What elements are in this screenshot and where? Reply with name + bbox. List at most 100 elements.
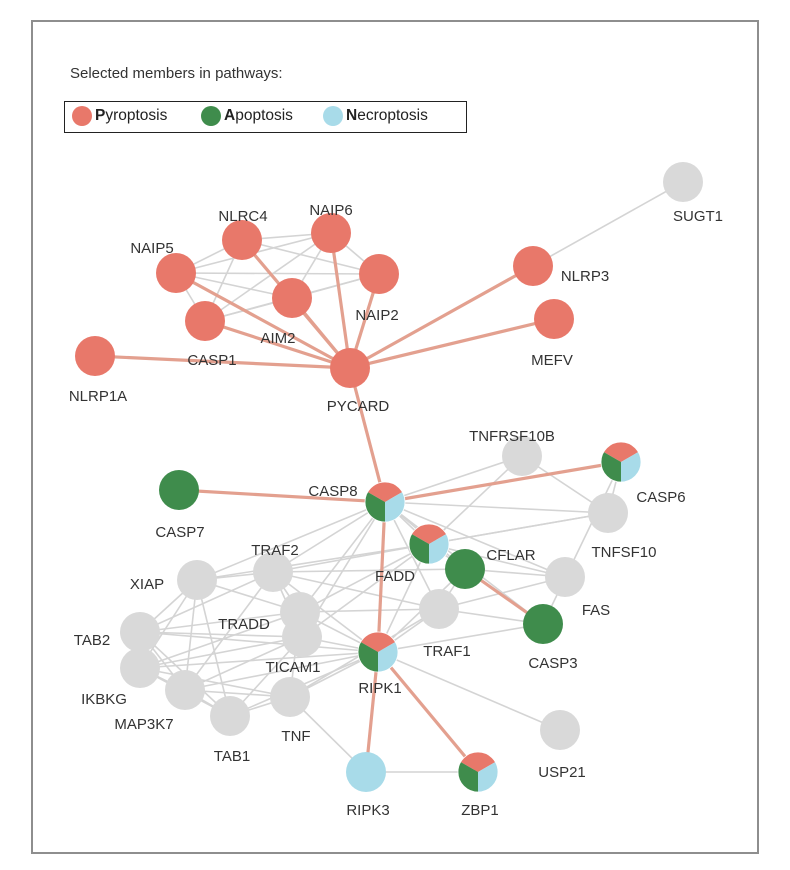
edge-casp8-tnfsf10	[384, 501, 609, 514]
label-usp21: USP21	[538, 764, 586, 781]
node-casp3[interactable]	[523, 604, 563, 644]
edge-tradd-traf1	[299, 608, 440, 613]
node-casp1[interactable]	[185, 301, 225, 341]
edge-casp8-xiap	[196, 501, 386, 581]
node-aim2[interactable]	[272, 278, 312, 318]
edge-ripk1-zbp1	[376, 650, 480, 774]
node-naip6[interactable]	[311, 213, 351, 253]
node-tab1[interactable]	[210, 696, 250, 736]
pyroptosis-swatch-icon	[72, 106, 92, 126]
legend-item-necroptosis: Necroptosis	[346, 107, 428, 124]
node-tab2[interactable]	[120, 612, 160, 652]
label-casp1: CASP1	[187, 352, 236, 369]
node-zbp1[interactable]	[457, 751, 499, 793]
edge-casp3-ripk1	[377, 623, 544, 653]
necroptosis-swatch-icon	[323, 106, 343, 126]
label-nlrc4: NLRC4	[218, 208, 267, 225]
label-sugt1: SUGT1	[673, 208, 723, 225]
node-xiap[interactable]	[177, 560, 217, 600]
node-nlrp1a[interactable]	[75, 336, 115, 376]
edge-tradd-ikbkg	[139, 611, 301, 669]
edge-ikbkg-tnf	[139, 667, 291, 698]
legend-item-apoptosis: Apoptosis	[224, 107, 293, 124]
node-ripk1[interactable]	[357, 631, 399, 673]
node-mefv[interactable]	[534, 299, 574, 339]
edge-fadd-ticam1	[301, 543, 430, 638]
node-tnfsf10[interactable]	[588, 493, 628, 533]
edge-casp8-ripk1	[376, 501, 387, 653]
node-casp8[interactable]	[364, 481, 406, 523]
edge-fadd-tnfsf10	[428, 512, 609, 545]
edge-traf2-traf1	[272, 571, 440, 610]
edge-ticam1-tab2	[139, 631, 303, 638]
label-tab1: TAB1	[214, 748, 250, 765]
node-fadd[interactable]	[408, 523, 450, 565]
label-naip6: NAIP6	[309, 202, 352, 219]
label-naip5: NAIP5	[130, 240, 173, 257]
label-nlrp3: NLRP3	[561, 268, 609, 285]
label-ripk3: RIPK3	[346, 802, 389, 819]
node-cflar[interactable]	[445, 549, 485, 589]
label-ripk1: RIPK1	[358, 680, 401, 697]
edge-fadd-xiap	[196, 543, 430, 581]
node-sugt1[interactable]	[663, 162, 703, 202]
node-usp21[interactable]	[540, 710, 580, 750]
label-casp6: CASP6	[636, 489, 685, 506]
edge-fadd-tradd	[299, 543, 430, 613]
label-casp3: CASP3	[528, 655, 577, 672]
edge-cflar-traf2	[272, 568, 466, 573]
edge-nlrc4-naip2	[241, 239, 380, 275]
edge-casp8-fas	[384, 501, 566, 578]
edge-tradd-tab2	[139, 611, 301, 633]
node-nlrp3[interactable]	[513, 246, 553, 286]
node-layer	[75, 162, 703, 793]
node-ikbkg[interactable]	[120, 648, 160, 688]
node-fas[interactable]	[545, 557, 585, 597]
label-nlrp1a: NLRP1A	[69, 388, 127, 405]
node-nlrc4[interactable]	[222, 220, 262, 260]
label-mefv: MEFV	[531, 352, 573, 369]
edge-casp1-pycard	[204, 319, 351, 370]
label-aim2: AIM2	[260, 330, 295, 347]
node-traf1[interactable]	[419, 589, 459, 629]
legend-title: Selected members in pathways:	[70, 65, 283, 82]
node-traf2[interactable]	[253, 552, 293, 592]
edge-ripk1-usp21	[377, 651, 561, 731]
label-tnfrsf10b: TNFRSF10B	[469, 428, 555, 445]
edge-naip6-casp1	[204, 232, 332, 322]
edge-naip6-pycard	[329, 232, 352, 369]
edge-tnfrsf10b-fadd	[428, 455, 523, 545]
node-tnfrsf10b[interactable]	[502, 436, 542, 476]
node-ripk3[interactable]	[346, 752, 386, 792]
label-layer: SUGT1 NLRC4 NAIP6 NAIP5 NAIP2 AIM2 CASP1 NLRP3 M…	[69, 202, 723, 819]
node-casp7[interactable]	[159, 470, 199, 510]
node-naip5[interactable]	[156, 253, 196, 293]
node-ticam1[interactable]	[282, 617, 322, 657]
node-tnf[interactable]	[270, 677, 310, 717]
label-fas: FAS	[582, 602, 610, 619]
edge-naip5-naip2	[175, 272, 380, 275]
node-pycard[interactable]	[330, 348, 370, 388]
edge-mefv-pycard	[349, 317, 555, 370]
edge-ticam1-ikbkg	[139, 636, 303, 669]
label-traf2: TRAF2	[251, 542, 299, 559]
label-zbp1: ZBP1	[461, 802, 499, 819]
label-cflar: CFLAR	[486, 547, 535, 564]
edge-naip5-pycard	[175, 271, 351, 370]
label-ikbkg: IKBKG	[81, 691, 127, 708]
node-map3k7[interactable]	[165, 670, 205, 710]
edge-ripk1-map3k7	[184, 651, 379, 691]
edge-ripk1-tab2	[139, 631, 379, 653]
label-tnfsf10: TNFSF10	[591, 544, 656, 561]
edge-traf2-tab2	[139, 571, 274, 633]
node-naip2[interactable]	[359, 254, 399, 294]
edge-fadd-fas	[428, 543, 566, 578]
label-map3k7: MAP3K7	[114, 716, 173, 733]
legend-item-pyroptosis: Pyroptosis	[95, 107, 168, 124]
edge-casp8-casp7	[178, 488, 386, 504]
edge-casp8-traf2	[272, 501, 386, 573]
node-casp6[interactable]	[600, 441, 642, 483]
label-casp7: CASP7	[155, 524, 204, 541]
label-ticam1: TICAM1	[265, 659, 320, 676]
